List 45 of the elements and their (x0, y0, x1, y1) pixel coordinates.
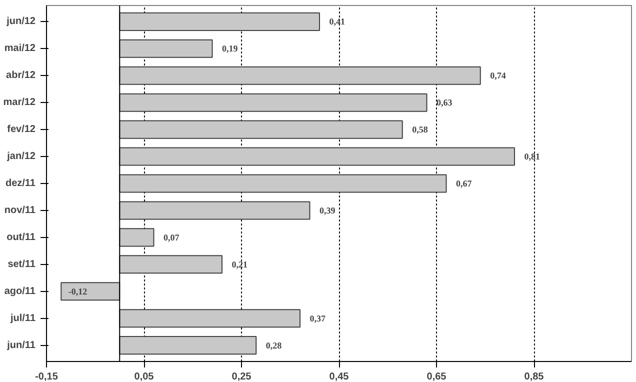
data-label: 0,37 (310, 313, 326, 324)
y-tick-label: jul/11 (9, 312, 36, 324)
data-label: 0,63 (436, 98, 453, 108)
data-label: 0,28 (266, 340, 282, 350)
x-tick-label: 0,45 (329, 372, 350, 382)
bar (119, 201, 310, 220)
y-tick-label: mar/12 (3, 97, 36, 108)
data-label: 0,39 (320, 205, 336, 216)
bar (119, 39, 213, 58)
bar (60, 282, 120, 301)
data-label: 0,21 (232, 259, 248, 270)
x-tick-label: 0,05 (134, 372, 154, 382)
x-tick-label: -0,15 (35, 372, 58, 382)
bar (119, 228, 154, 247)
data-label: 0,07 (164, 232, 180, 242)
y-tick-label: jun/12 (6, 16, 36, 28)
data-label: 0,58 (412, 124, 428, 135)
y-tick-label: jan/12 (6, 151, 36, 162)
bar (119, 66, 481, 85)
x-tick-label: 0,65 (426, 372, 447, 382)
bar (119, 174, 447, 193)
bar (119, 147, 515, 166)
bar (119, 12, 320, 31)
data-label: 0,19 (222, 44, 238, 54)
y-tick-label: jun/11 (6, 340, 36, 351)
y-tick-label: abr/12 (6, 70, 36, 82)
data-label: -0,12 (68, 286, 88, 296)
x-tick-label: 0,25 (232, 372, 252, 382)
y-tick-label: fev/12 (7, 124, 36, 136)
y-tick-label: dez/11 (5, 178, 36, 189)
data-label: 0,67 (456, 178, 472, 188)
x-tick-label: 0,85 (524, 372, 544, 382)
y-tick-label: mai/12 (4, 43, 36, 54)
data-label: 0,41 (329, 16, 346, 27)
bar (119, 309, 300, 328)
data-label: 0,81 (524, 152, 540, 162)
y-tick-label: set/11 (8, 258, 36, 270)
bar (119, 336, 257, 355)
y-tick-label: ago/11 (4, 286, 36, 297)
data-label: 0,74 (490, 70, 506, 81)
y-tick-label: out/11 (6, 232, 36, 243)
bar (119, 120, 403, 139)
bar (119, 93, 428, 112)
bar (119, 255, 222, 274)
y-tick-label: nov/11 (4, 204, 36, 216)
